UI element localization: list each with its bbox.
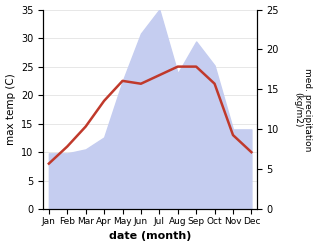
X-axis label: date (month): date (month): [109, 231, 191, 242]
Y-axis label: med. precipitation
(kg/m2): med. precipitation (kg/m2): [293, 68, 313, 151]
Y-axis label: max temp (C): max temp (C): [5, 74, 16, 145]
